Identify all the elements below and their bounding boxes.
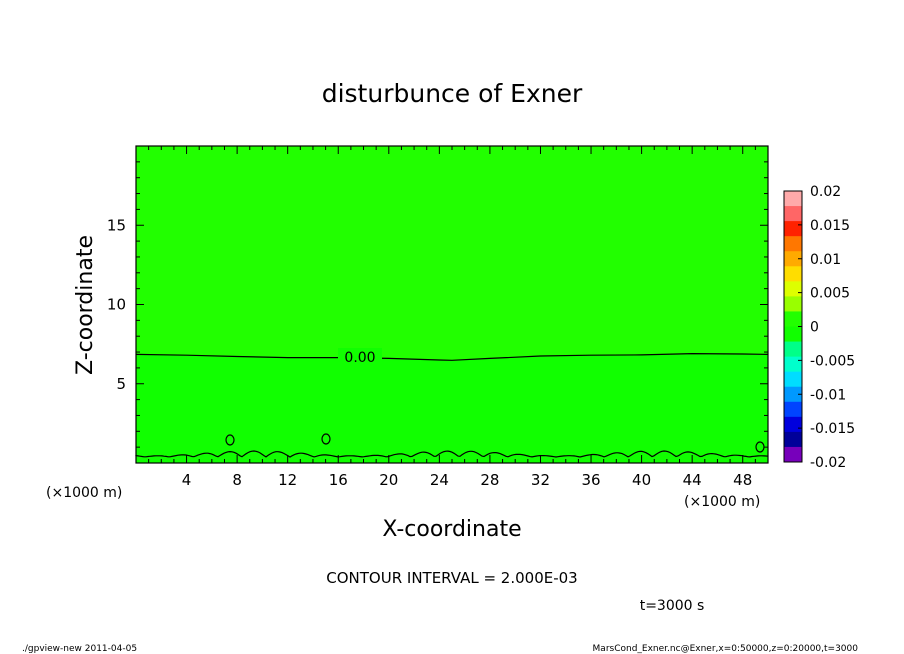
colorbar-swatch [784, 236, 802, 252]
y-axis: 5 10 15 [107, 161, 768, 448]
colorbar-label: 0.01 [810, 252, 841, 268]
x-tick-label: 8 [232, 471, 242, 489]
fill-below-zero-contour [136, 353, 768, 463]
chart-title: disturbunce of Exner [322, 79, 583, 108]
colorbar-label: 0.005 [810, 286, 850, 302]
x-tick-label: 4 [182, 471, 192, 489]
x-tick-label: 48 [733, 471, 752, 489]
colorbar-swatch [784, 341, 802, 358]
footer-left: ./gpview-new 2011-04-05 [22, 644, 137, 654]
x-tick-label: 16 [329, 471, 348, 489]
colorbar-swatch [784, 206, 802, 222]
contour-interval-text: CONTOUR INTERVAL = 2.000E-03 [326, 569, 577, 587]
x-tick-label: 32 [531, 471, 550, 489]
small-contour-loop [225, 434, 235, 446]
contour-label: 0.00 [344, 350, 375, 366]
x-tick-label: 24 [430, 471, 449, 489]
footer-right: MarsCond_Exner.nc@Exner,x=0:50000,z=0:20… [593, 644, 859, 654]
colorbar-swatch [784, 356, 802, 373]
x-unit-right: (×1000 m) [684, 494, 760, 510]
y-tick-label: 5 [116, 375, 126, 393]
colorbar-label: 0.02 [810, 184, 841, 200]
x-tick-label: 44 [683, 471, 702, 489]
colorbar-swatch [784, 281, 802, 297]
x-tick-label: 36 [581, 471, 600, 489]
colorbar-swatch [784, 446, 802, 463]
near-surface-contours [135, 450, 769, 458]
colorbar-swatch [784, 221, 802, 237]
colorbar: 0.02 0.015 0.01 0.005 0 -0.005 -0.01 -0.015 -0.0… [783, 184, 855, 471]
colorbar-label: -0.01 [810, 387, 846, 403]
x-tick-label: 12 [278, 471, 297, 489]
x-tick-label: 28 [480, 471, 499, 489]
x-tick-label: 40 [632, 471, 651, 489]
colorbar-swatch [784, 401, 802, 418]
plot-area: 0.00 [135, 145, 769, 464]
colorbar-swatch [784, 371, 802, 388]
colorbar-swatch [784, 251, 802, 267]
colorbar-label: 0 [810, 320, 819, 336]
x-unit-left: (×1000 m) [46, 485, 122, 501]
y-axis-label: Z-coordinate [73, 235, 98, 375]
small-contour-loop [321, 433, 331, 445]
x-axis: 4 8 12 16 20 24 28 32 36 40 44 48 [148, 146, 756, 489]
colorbar-swatch [784, 326, 802, 343]
colorbar-label: -0.015 [810, 421, 855, 437]
contour-label-bg [338, 348, 382, 364]
colorbar-swatch [784, 266, 802, 282]
colorbar-swatch [784, 431, 802, 448]
colorbar-label: -0.005 [810, 353, 855, 369]
y-tick-label: 15 [107, 216, 126, 234]
y-tick-label: 10 [107, 296, 126, 314]
x-tick-label: 20 [379, 471, 398, 489]
colorbar-swatch [784, 191, 802, 207]
colorbar-label: -0.02 [810, 455, 846, 471]
time-text: t=3000 s [640, 598, 705, 614]
colorbar-swatch [784, 311, 802, 327]
x-axis-label: X-coordinate [382, 517, 521, 542]
colorbar-label: 0.015 [810, 218, 850, 234]
colorbar-swatch [784, 416, 802, 433]
zero-contour-line [135, 352, 769, 361]
colorbar-swatch [784, 296, 802, 312]
colorbar-swatch [784, 386, 802, 403]
